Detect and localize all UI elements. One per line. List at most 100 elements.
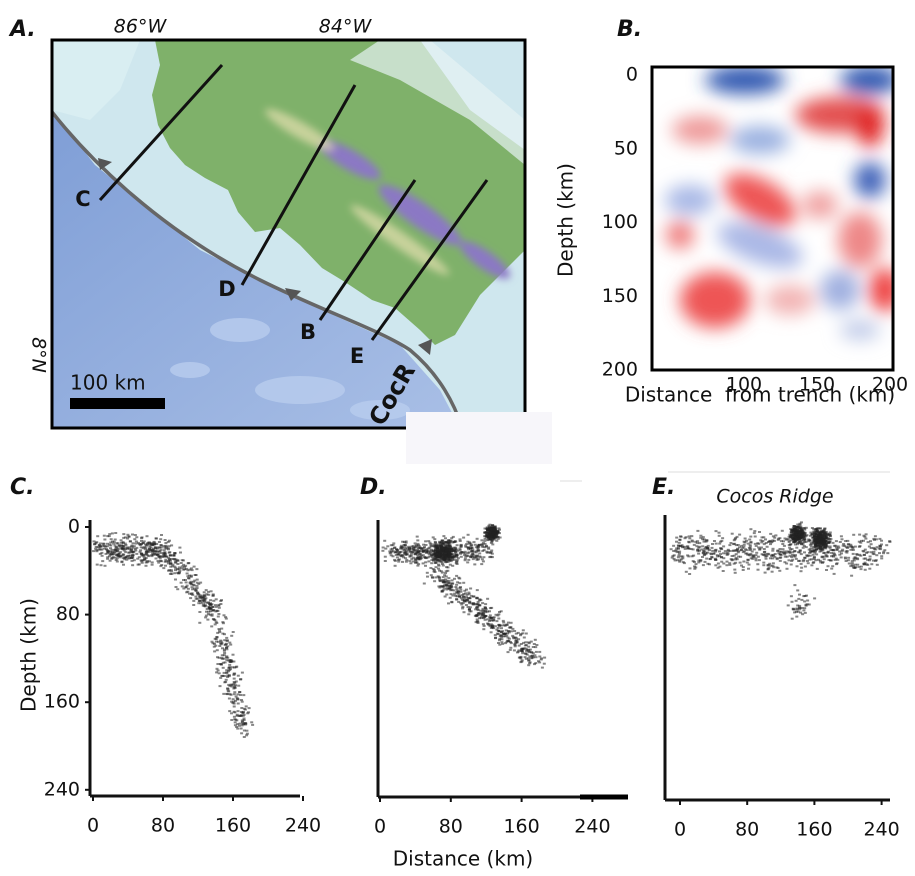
seismicity-dot (164, 542, 167, 544)
seismicity-dot (726, 554, 729, 556)
panel-label: A. (8, 17, 36, 42)
seismicity-dot (240, 707, 243, 709)
seismicity-dot (196, 579, 199, 581)
seismicity-dot (441, 590, 444, 592)
seismicity-dot (223, 633, 226, 635)
seismicity-dot (880, 555, 883, 557)
seismicity-dot (784, 556, 787, 558)
seismicity-dot (815, 546, 818, 548)
seismicity-dot (222, 667, 225, 669)
seismicity-dot (478, 544, 481, 546)
seismicity-dot (742, 569, 745, 571)
seismicity-dot (233, 686, 236, 688)
seismicity-dot (437, 556, 440, 558)
seismicity-dot (414, 553, 417, 555)
seismicity-dot (140, 560, 143, 562)
seismicity-dot (490, 631, 493, 633)
seismicity-dot (430, 562, 433, 564)
seismicity-dot (205, 593, 208, 595)
seismicity-dot (196, 585, 199, 587)
seismicity-dot (115, 546, 118, 548)
seismicity-dot (228, 666, 231, 668)
seismicity-dot (437, 544, 440, 546)
seismicity-dot (813, 538, 816, 540)
seismicity-dot (103, 548, 106, 550)
seismicity-dot (215, 610, 218, 612)
seismicity-dot (219, 685, 222, 687)
seismicity-dot (755, 552, 758, 554)
seismicity-dot (527, 664, 530, 666)
seismicity-dot (762, 564, 765, 566)
y-tick-label: 50 (614, 137, 638, 159)
seismicity-dot (470, 545, 473, 547)
seismicity-dot (247, 711, 250, 713)
seismicity-dot (802, 539, 805, 541)
seismicity-dot (722, 545, 725, 547)
seismicity-dot (215, 622, 218, 624)
seismicity-dot (470, 610, 473, 612)
seismicity-dot (543, 663, 546, 665)
x-tick-label: 80 (735, 819, 759, 841)
seismicity-dot (437, 568, 440, 570)
seismicity-dot (394, 565, 397, 567)
seismicity-dot (198, 600, 201, 602)
seismicity-dot (445, 566, 448, 568)
seismicity-dot (396, 556, 399, 558)
seismicity-dot (848, 563, 851, 565)
seismicity-dot (840, 535, 843, 537)
seismicity-dot (431, 576, 434, 578)
seismicity-dot (771, 571, 774, 573)
seismicity-dot (454, 595, 457, 597)
seismicity-dot (714, 558, 717, 560)
seismicity-dot (204, 616, 207, 618)
seismicity-dot (392, 542, 395, 544)
seismicity-dot (718, 550, 721, 552)
seismicity-dot (472, 603, 475, 605)
seismicity-dot (468, 541, 471, 543)
seismicity-dot (484, 538, 487, 540)
y-tick-label: 240 (44, 778, 80, 800)
x-tick-label: 80 (439, 816, 463, 838)
seismicity-dot (415, 551, 418, 553)
panel-label: C. (10, 475, 35, 500)
seismicity-dot (813, 597, 816, 599)
seismicity-dot (680, 536, 683, 538)
seismicity-dot (134, 534, 137, 536)
seismicity-dot (540, 657, 543, 659)
seismicity-dot (687, 547, 690, 549)
seismicity-dot (804, 566, 807, 568)
seismicity-dot (495, 620, 498, 622)
seismicity-dot (688, 573, 691, 575)
seismicity-dot (722, 552, 725, 554)
seismicity-dot (439, 580, 442, 582)
seismicity-dot (678, 542, 681, 544)
seismicity-dot (465, 589, 468, 591)
seismicity-dot (788, 559, 791, 561)
seismicity-dot (199, 582, 202, 584)
seismicity-dot (193, 566, 196, 568)
seismicity-dot (681, 556, 684, 558)
seismicity-dot (146, 551, 149, 553)
seismicity-dot (443, 584, 446, 586)
seismicity-dot (108, 544, 111, 546)
seismicity-dot (153, 541, 156, 543)
seismicity-dot (777, 538, 780, 540)
seismicity-dot (481, 558, 484, 560)
profile-label: E (350, 344, 364, 368)
seismicity-dot (101, 555, 104, 557)
seismicity-dot (424, 540, 427, 542)
seismicity-dot (104, 565, 107, 567)
seismicity-dot (433, 570, 436, 572)
seismicity-dot (480, 563, 483, 565)
seismicity-dot (169, 554, 172, 556)
seismicity-dot (715, 543, 718, 545)
seismicity-dot (237, 675, 240, 677)
seismicity-dot (250, 721, 253, 723)
seismicity-dot (827, 565, 830, 567)
seismicity-dot (447, 577, 450, 579)
seismicity-dot (719, 553, 722, 555)
seismicity-dot (417, 555, 420, 557)
seismicity-dot (746, 554, 749, 556)
seismicity-dot (521, 651, 524, 653)
seismicity-dot (458, 596, 461, 598)
